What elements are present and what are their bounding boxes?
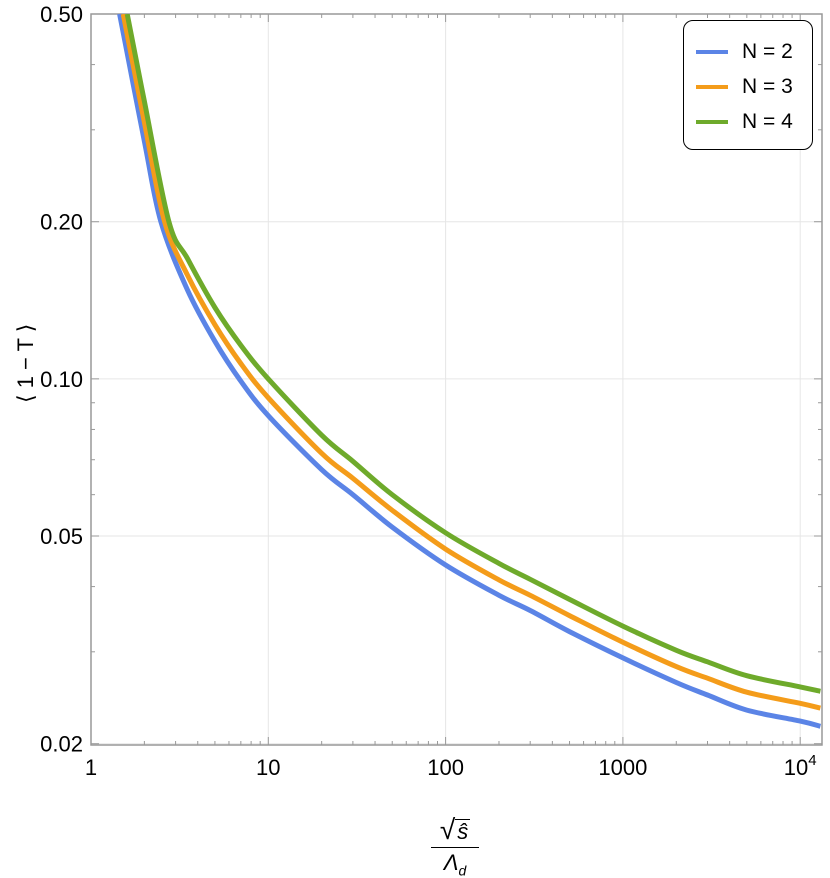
legend: N = 2 N = 3 N = 4 xyxy=(683,20,813,150)
legend-swatch-icon xyxy=(696,50,728,54)
x-label-denominator: Λd xyxy=(425,850,485,878)
y-tick-label: 0.02 xyxy=(40,732,83,757)
y-tick-label: 0.10 xyxy=(40,367,83,392)
y-tick-label: 0.20 xyxy=(40,210,83,235)
curve-n3 xyxy=(120,14,821,711)
lambda-symbol: Λ xyxy=(443,850,459,875)
tick-labels: 1 10 100 1000 104 0.02 0.05 0.10 0.20 0.50 xyxy=(40,2,816,780)
y-tick-label: 0.05 xyxy=(40,524,83,549)
legend-item-n2: N = 2 xyxy=(696,37,793,67)
x-label-radicand: ŝ xyxy=(455,819,471,844)
x-tick-label: 104 xyxy=(784,752,817,780)
subscript-d: d xyxy=(458,862,467,878)
x-tick-label: 1000 xyxy=(598,755,647,780)
y-axis-label: ⟨ 1 − T ⟩ xyxy=(13,323,38,403)
curve-n4 xyxy=(124,14,821,694)
legend-swatch-icon xyxy=(696,85,728,89)
plot-frame xyxy=(90,13,823,746)
legend-label: N = 3 xyxy=(742,75,793,98)
x-axis-label: √ ŝ Λd xyxy=(425,810,485,878)
curve-n2 xyxy=(117,14,822,729)
legend-item-n3: N = 3 xyxy=(696,72,793,102)
x-tick-label: 10 xyxy=(256,755,280,780)
sqrt-icon: √ xyxy=(439,814,456,845)
legend-label: N = 2 xyxy=(742,40,793,63)
x-label-numerator: √ ŝ xyxy=(425,810,485,844)
fraction-bar xyxy=(431,847,479,848)
y-tick-label: 0.50 xyxy=(40,2,83,27)
legend-item-n4: N = 4 xyxy=(696,107,793,137)
legend-swatch-icon xyxy=(696,120,728,124)
x-tick-label: 1 xyxy=(85,755,97,780)
curves xyxy=(117,14,822,729)
x-tick-label: 100 xyxy=(427,755,464,780)
legend-label: N = 4 xyxy=(742,110,793,133)
